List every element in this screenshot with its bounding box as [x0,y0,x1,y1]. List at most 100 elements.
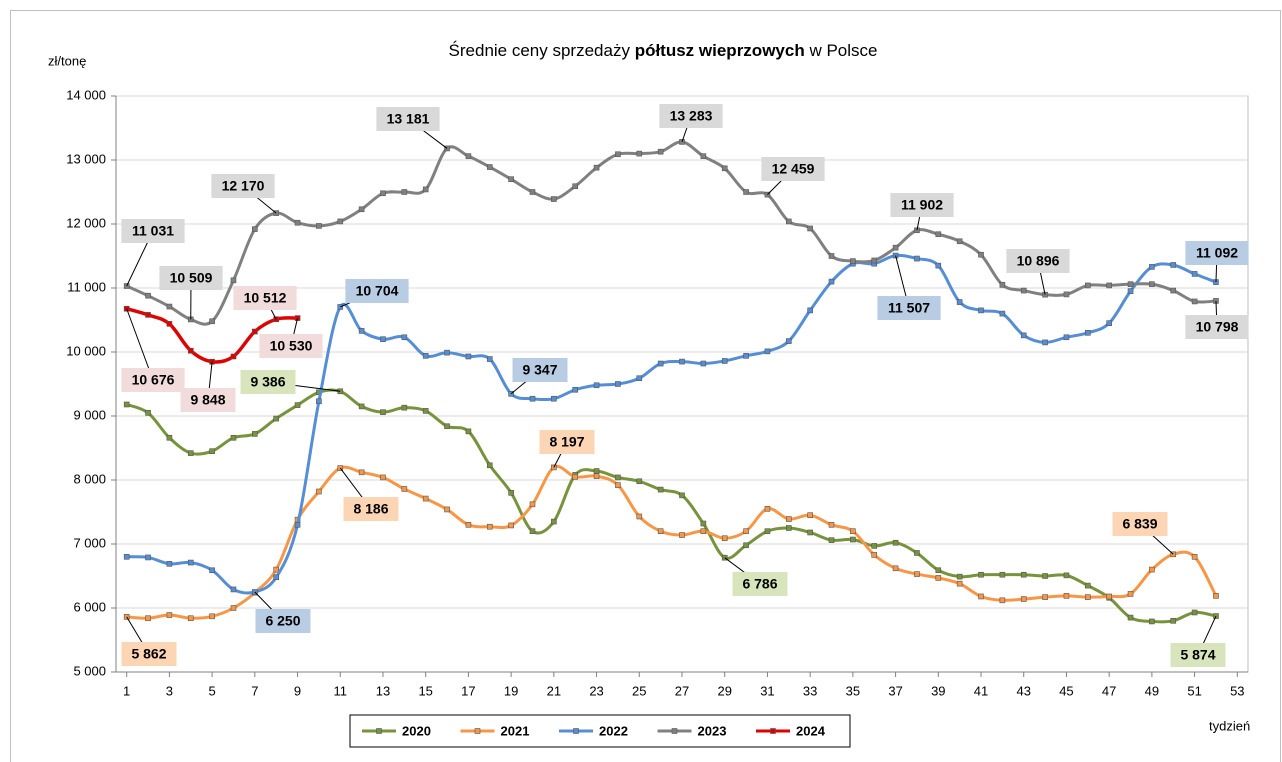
marker [935,567,942,574]
x-tick-label: 53 [1230,683,1244,698]
marker [1042,594,1048,600]
marker [529,189,536,195]
label-box [761,157,825,181]
x-tick-label: 35 [846,683,860,698]
label-box [1112,512,1168,536]
y-tick-label: 8 000 [73,471,106,486]
data-label: 10 676 [132,372,175,388]
marker [252,226,258,232]
label-box [1185,315,1249,339]
marker [764,348,771,355]
marker [1063,334,1070,341]
label-box [877,296,941,320]
x-tick-label: 23 [589,683,603,698]
label-box [255,609,311,633]
marker [657,360,664,367]
legend-marker [376,728,382,734]
x-tick-label: 9 [294,683,301,698]
marker [508,522,514,529]
marker [486,462,493,469]
marker [743,528,749,535]
x-tick-label: 13 [376,683,390,698]
marker [145,615,151,622]
marker [700,360,707,367]
marker [914,550,920,556]
data-label: 13 283 [670,108,713,124]
label-box [180,388,236,412]
label-box [345,279,409,303]
marker [209,567,215,574]
y-tick-label: 9 000 [73,407,106,422]
marker [892,539,899,546]
legend-marker [573,728,579,734]
marker [978,571,984,578]
marker [1106,593,1112,600]
x-tick-label: 3 [166,683,173,698]
marker [294,402,301,408]
marker [1191,298,1198,305]
marker [828,278,835,285]
x-tick-label: 49 [1145,683,1159,698]
marker [1127,288,1134,295]
y-tick-label: 11 000 [67,279,106,294]
marker [358,469,365,476]
marker [166,612,173,618]
marker [721,358,728,364]
data-label: 9 386 [250,374,285,390]
marker [1127,591,1134,597]
data-label: 10 798 [1196,319,1239,335]
marker [465,153,472,159]
marker [187,347,194,354]
label-box [732,572,788,596]
x-tick-label: 27 [675,683,689,698]
marker [593,382,600,389]
marker [1106,320,1112,327]
data-label: 6 839 [1122,516,1157,532]
marker [785,516,792,522]
marker [807,307,813,314]
data-label: 10 896 [1017,253,1060,269]
marker [1191,609,1198,616]
marker [1149,264,1155,270]
marker [294,521,301,528]
x-axis-label: tydzień [1209,718,1250,733]
legend-marker [474,728,481,734]
data-label: 10 704 [356,283,399,299]
y-tick-label: 13 000 [66,151,106,166]
marker [380,336,386,343]
marker [978,307,984,314]
marker [1170,287,1177,294]
marker [978,251,984,258]
marker [828,253,835,259]
data-label: 11 902 [901,197,943,213]
label-box [376,107,440,131]
legend-label: 2024 [796,723,826,738]
marker [743,189,749,195]
x-tick-label: 29 [717,683,731,698]
legend-label: 2023 [698,723,727,738]
marker [914,571,920,577]
marker [209,318,215,325]
marker [743,542,749,549]
label-box [1006,249,1070,273]
marker [145,312,151,318]
marker [1149,281,1155,287]
marker [1020,287,1027,294]
marker [892,565,899,572]
marker [679,532,685,538]
data-label: 10 509 [170,270,213,286]
marker [743,353,749,359]
x-tick-label: 25 [632,683,646,698]
marker [123,553,130,560]
marker [636,150,643,157]
marker [572,473,579,480]
marker [1149,618,1155,625]
marker [187,559,194,566]
marker [807,529,813,536]
marker [358,206,365,213]
marker [209,448,215,455]
series-line [126,388,1217,624]
marker [508,489,514,496]
marker [529,528,536,535]
